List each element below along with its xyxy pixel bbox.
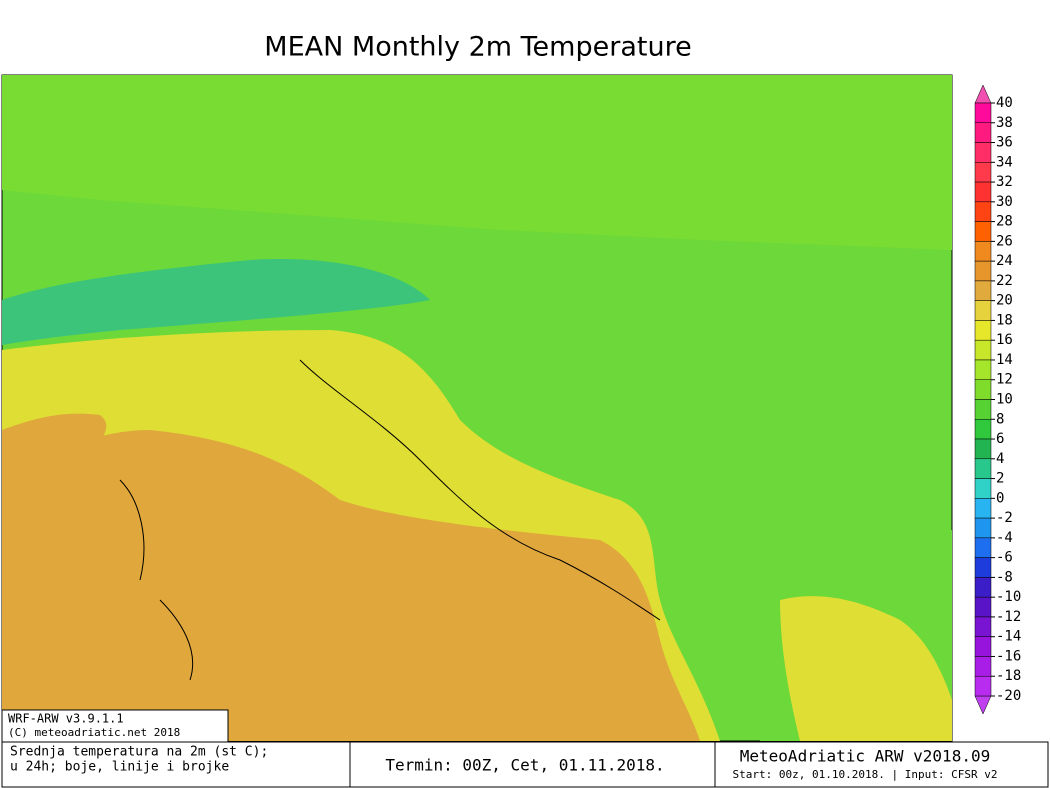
north-zone bbox=[2, 75, 952, 250]
colorbar-segment bbox=[974, 122, 992, 143]
colorbar-segment bbox=[974, 438, 992, 460]
colorbar-label: -14 bbox=[996, 629, 1021, 645]
colorbar-label: 36 bbox=[996, 135, 1013, 151]
description: Srednja temperatura na 2m (st C); bbox=[10, 745, 268, 760]
alps-zone bbox=[2, 259, 430, 345]
colorbar-segment bbox=[974, 498, 992, 519]
colorbar-segment bbox=[974, 181, 992, 203]
footer: Srednja temperatura na 2m (st C); u 24h;… bbox=[1, 741, 1049, 788]
colorbar-segment bbox=[974, 636, 992, 657]
colorbar-label: 38 bbox=[996, 115, 1013, 131]
colorbar-label: -4 bbox=[996, 530, 1013, 546]
colorbar: 4038363432302826242220181614121086420-2-… bbox=[974, 84, 1021, 715]
colorbar-label: 4 bbox=[996, 451, 1004, 467]
colorbar-label: 8 bbox=[996, 411, 1004, 427]
colorbar-segment bbox=[974, 517, 992, 539]
colorbar-label: -16 bbox=[996, 648, 1021, 664]
model-box-frame bbox=[1, 709, 229, 743]
colorbar-label: 32 bbox=[996, 174, 1013, 190]
colorbar-label: 6 bbox=[996, 431, 1004, 447]
colorbar-segment bbox=[974, 300, 992, 321]
colorbar-segment bbox=[974, 260, 992, 282]
run-time: Termin: 00Z, Cet, 01.11.2018. bbox=[385, 756, 664, 775]
colorbar-label: -2 bbox=[996, 510, 1013, 526]
colorbar-segment bbox=[974, 201, 992, 222]
title: MEAN Monthly 2m Temperature bbox=[264, 32, 691, 63]
colorbar-segment bbox=[974, 379, 992, 400]
colorbar-segment bbox=[974, 537, 992, 558]
colorbar-segment bbox=[974, 280, 992, 301]
colorbar-segment bbox=[974, 339, 992, 361]
map bbox=[1, 74, 953, 742]
colorbar-label: 34 bbox=[996, 154, 1013, 170]
colorbar-segment bbox=[974, 320, 992, 341]
colorbar-segment bbox=[974, 399, 992, 420]
colorbar-label: 30 bbox=[996, 194, 1013, 210]
brand: MeteoAdriatic ARW v2018.09 bbox=[740, 747, 990, 766]
colorbar-segment bbox=[974, 359, 992, 380]
coastline bbox=[299, 359, 661, 621]
model-box: WRF-ARW v3.9.1.1 (C) meteoadriatic.net 2… bbox=[1, 709, 229, 743]
colorbar-label: 40 bbox=[996, 95, 1013, 111]
colorbar-label: 16 bbox=[996, 332, 1013, 348]
colorbar-segment bbox=[974, 596, 992, 618]
colorbar-label: 20 bbox=[996, 293, 1013, 309]
colorbar-label: -18 bbox=[996, 668, 1021, 684]
colorbar-label: -12 bbox=[996, 609, 1021, 625]
colorbar-label: 0 bbox=[996, 490, 1004, 506]
colorbar-segment bbox=[974, 142, 992, 163]
colorbar-label: 28 bbox=[996, 214, 1013, 230]
colorbar-segment bbox=[974, 577, 992, 598]
colorbar-top bbox=[974, 84, 992, 104]
copyright: (C) meteoadriatic.net 2018 bbox=[8, 726, 180, 739]
colorbar-label: 10 bbox=[996, 392, 1013, 408]
colorbar-segment bbox=[974, 478, 992, 499]
colorbar-segment bbox=[974, 102, 992, 124]
colorbar-bottom bbox=[974, 695, 992, 715]
colorbar-segment bbox=[974, 557, 992, 578]
colorbar-label: -8 bbox=[996, 569, 1013, 585]
sea-zone bbox=[2, 430, 700, 741]
colorbar-label: -20 bbox=[996, 688, 1021, 704]
colorbar-segment bbox=[974, 458, 992, 479]
colorbar-segment bbox=[974, 656, 992, 677]
colorbar-segment bbox=[974, 221, 992, 242]
footer-frame bbox=[1, 741, 1049, 788]
sea-zone-west bbox=[2, 413, 107, 475]
colorbar-segment bbox=[974, 675, 992, 697]
colorbar-label: 24 bbox=[996, 253, 1013, 269]
colorbar-label: 2 bbox=[996, 471, 1004, 487]
description: u 24h; boje, linije i brojke bbox=[10, 760, 229, 775]
colorbar-segment bbox=[974, 616, 992, 637]
greece-zone bbox=[780, 596, 952, 741]
colorbar-segment bbox=[974, 241, 992, 262]
colorbar-label: 22 bbox=[996, 273, 1013, 289]
start-info: Start: 00z, 01.10.2018. | Input: CFSR v2 bbox=[733, 768, 998, 781]
colorbar-label: 26 bbox=[996, 233, 1013, 249]
model-version: WRF-ARW v3.9.1.1 bbox=[8, 712, 124, 726]
colorbar-label: -6 bbox=[996, 550, 1013, 566]
coastline bbox=[119, 479, 194, 681]
colorbar-segment bbox=[974, 419, 992, 440]
colorbar-label: -10 bbox=[996, 589, 1021, 605]
colorbar-label: 18 bbox=[996, 312, 1013, 328]
colorbar-label: 14 bbox=[996, 352, 1013, 368]
colorbar-label: 12 bbox=[996, 372, 1013, 388]
colorbar-segment bbox=[974, 162, 992, 183]
